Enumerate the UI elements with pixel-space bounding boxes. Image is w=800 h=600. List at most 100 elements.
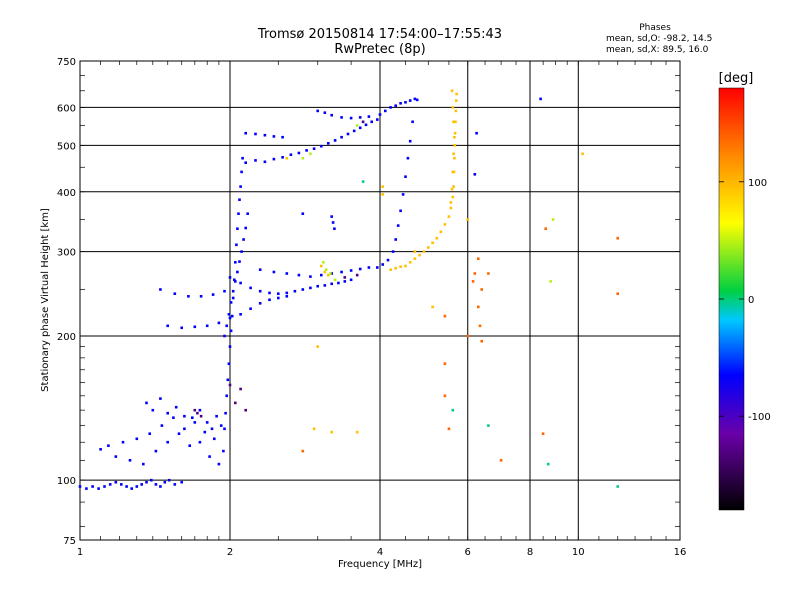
data-point (329, 272, 332, 275)
data-point (333, 139, 337, 142)
data-point (180, 326, 183, 330)
data-point (451, 106, 455, 109)
data-point (183, 414, 186, 418)
data-point (145, 401, 148, 405)
data-point (480, 288, 483, 291)
data-point (233, 278, 236, 282)
data-point (473, 173, 477, 176)
data-point (449, 201, 453, 204)
data-point (333, 278, 337, 282)
data-point (452, 152, 455, 156)
data-point (217, 462, 221, 466)
data-point (447, 427, 451, 431)
y-tick-label: 400 (57, 188, 76, 199)
data-point (217, 321, 221, 325)
data-point (258, 302, 262, 305)
data-points (78, 89, 619, 490)
data-point (167, 478, 171, 482)
data-point (453, 131, 457, 135)
data-point (180, 480, 183, 484)
data-point (227, 362, 231, 365)
data-point (150, 478, 153, 482)
data-point (225, 324, 228, 328)
data-point (358, 267, 362, 271)
data-point (222, 449, 225, 453)
data-point (323, 270, 327, 274)
data-point (258, 289, 262, 293)
data-point (616, 236, 619, 240)
data-point (188, 444, 191, 447)
data-point (394, 266, 397, 270)
data-point (239, 281, 242, 285)
data-point (477, 257, 480, 260)
data-point (187, 295, 190, 298)
data-point (408, 261, 412, 264)
minor-ticks (80, 61, 680, 540)
data-point (234, 280, 237, 283)
data-point (99, 448, 102, 451)
data-point (236, 227, 239, 230)
data-point (166, 324, 169, 328)
data-point (413, 97, 417, 101)
data-point (443, 362, 447, 365)
data-point (281, 156, 284, 159)
data-point (408, 99, 412, 102)
data-point (238, 260, 241, 263)
data-point (443, 314, 447, 318)
data-point (268, 298, 271, 302)
data-point (475, 131, 478, 135)
data-point (239, 387, 242, 391)
data-point (219, 424, 223, 427)
data-point (240, 170, 243, 174)
data-point (263, 160, 267, 164)
data-point (413, 250, 417, 253)
data-point (244, 408, 247, 412)
x-axis: 1 2 4 6 8 10 16 (77, 547, 687, 558)
data-point (244, 226, 247, 230)
data-point (453, 156, 456, 160)
data-point (451, 195, 455, 199)
data-point (364, 123, 368, 127)
x-tick-label: 8 (527, 547, 533, 558)
data-point (173, 292, 177, 295)
data-point (452, 120, 455, 124)
data-point (455, 92, 458, 96)
data-point (312, 427, 316, 431)
data-point (244, 161, 247, 164)
y-tick-label: 750 (57, 57, 76, 68)
data-point (330, 215, 333, 218)
data-point (487, 424, 490, 427)
data-point (301, 288, 305, 291)
data-point (320, 264, 323, 268)
data-point (145, 480, 148, 484)
data-point (85, 487, 88, 490)
data-point (254, 159, 257, 162)
data-point (581, 152, 584, 156)
y-tick-label: 600 (57, 103, 76, 114)
data-point (343, 280, 347, 283)
data-point (166, 440, 169, 444)
data-point (177, 432, 181, 435)
data-point (135, 485, 139, 488)
data-point (316, 345, 319, 348)
data-point (337, 281, 340, 285)
y-axis: 75 100 200 300 400 500 600 750 (57, 57, 76, 547)
data-point (355, 124, 359, 127)
data-point (229, 329, 233, 333)
data-point (367, 266, 371, 269)
data-point (413, 257, 417, 260)
data-point (191, 416, 194, 419)
data-point (340, 116, 343, 119)
data-point (210, 427, 214, 431)
data-point (301, 449, 305, 453)
data-point (349, 116, 353, 120)
data-point (323, 111, 327, 114)
data-point (159, 485, 162, 488)
data-point (541, 432, 545, 435)
data-point (406, 156, 410, 160)
phase-stats-x: mean, sd,X: 89.5, 16.0 (606, 45, 709, 55)
chart-subtitle: RwPretec (8p) (334, 42, 425, 57)
data-point (435, 236, 439, 240)
data-point (135, 437, 139, 441)
